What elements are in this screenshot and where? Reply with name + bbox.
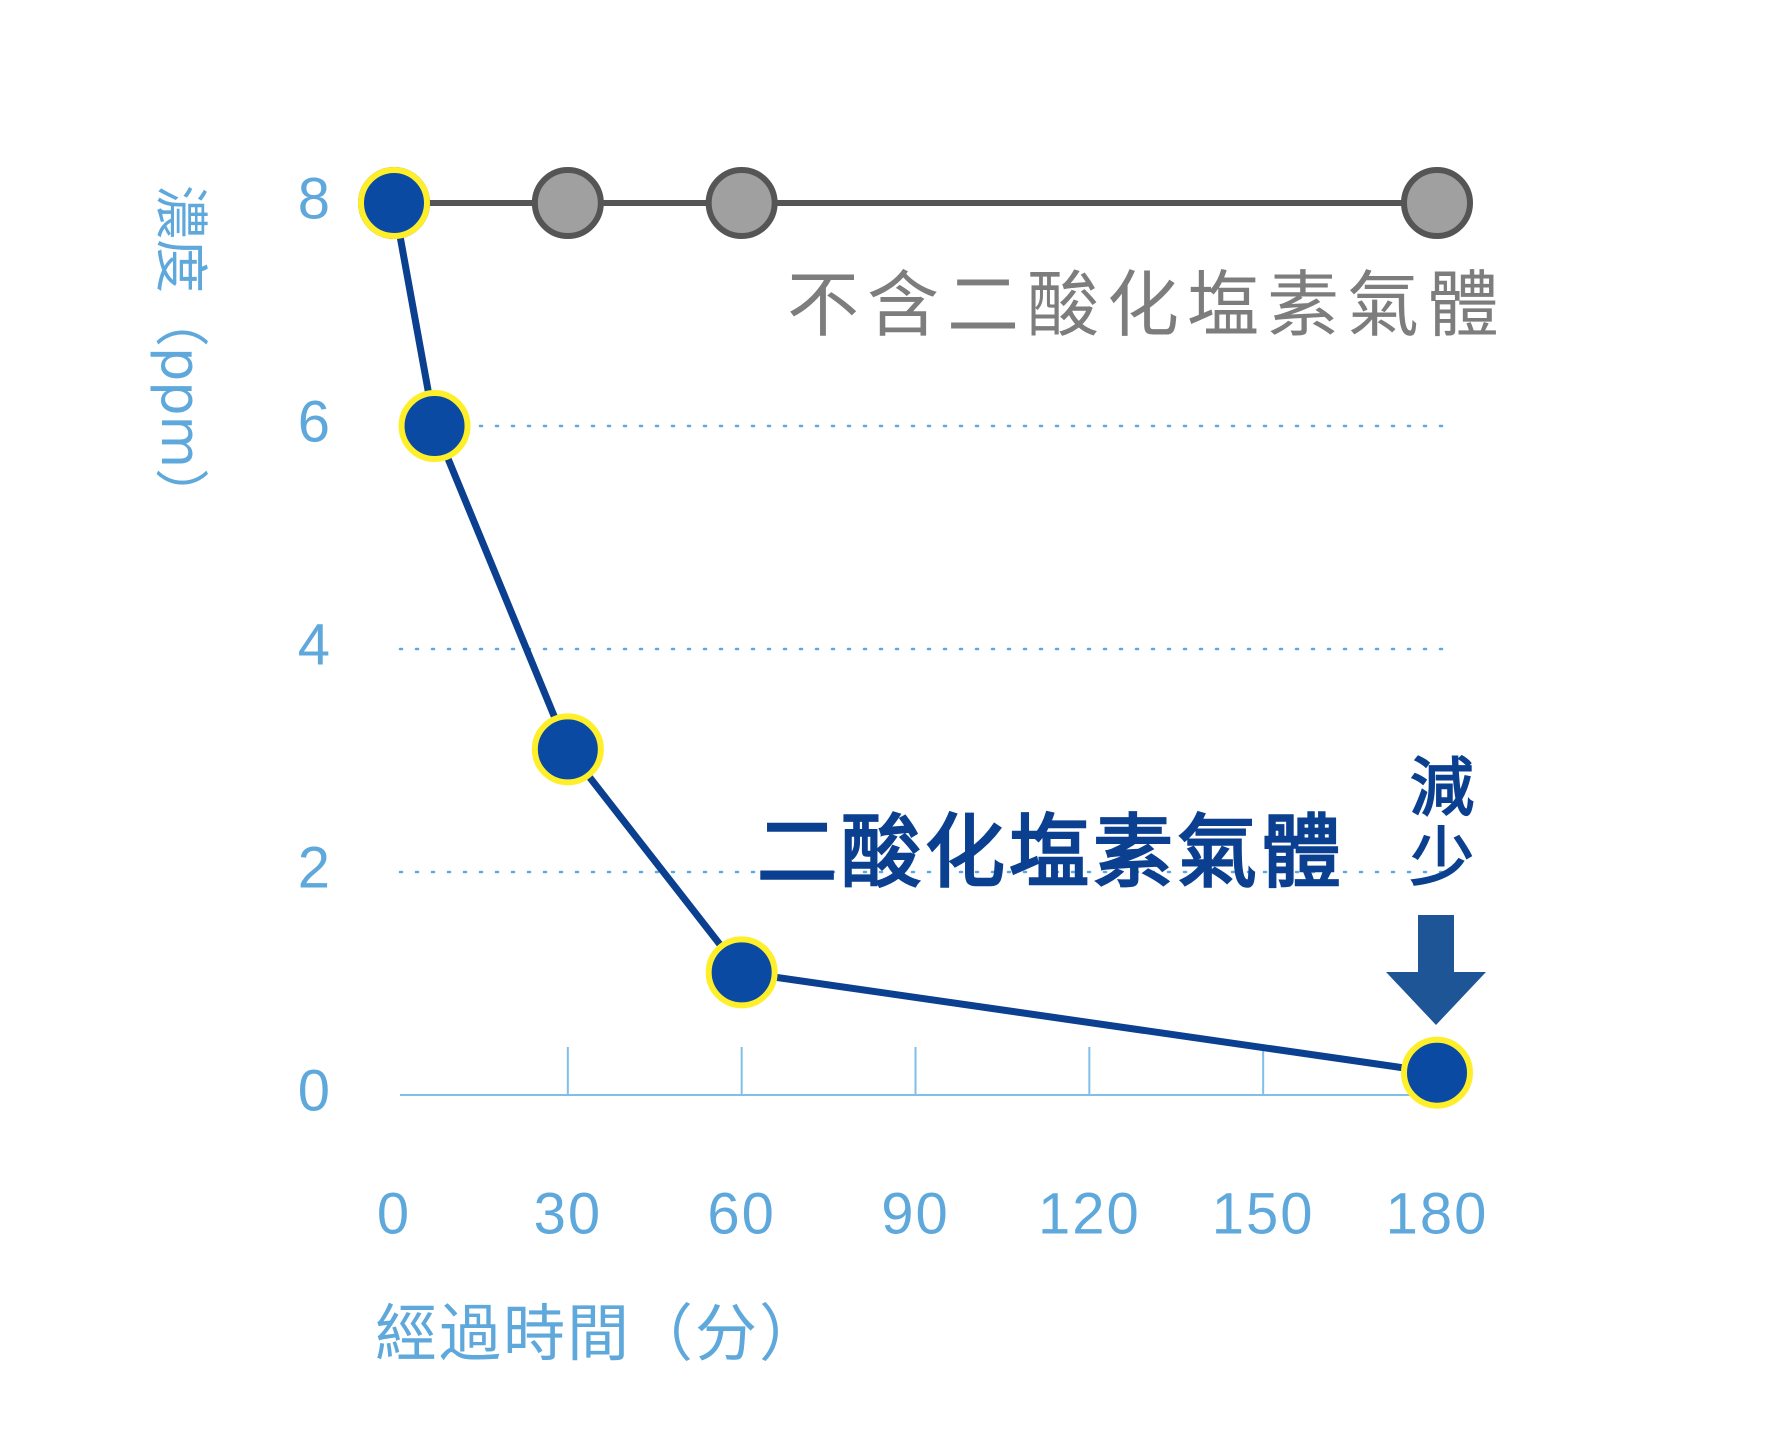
- data-point-1: [1401, 1036, 1473, 1109]
- x-tick-label: 120: [1038, 1181, 1141, 1246]
- down-arrow-icon: [1386, 915, 1486, 1025]
- y-tick-label: 6: [298, 389, 330, 454]
- x-tick-label: 0: [377, 1181, 411, 1246]
- y-tick-label: 4: [298, 612, 330, 677]
- x-tick-label: 180: [1386, 1181, 1489, 1246]
- data-point-0: [1401, 167, 1473, 239]
- annotation-reduce-1: 減: [1410, 752, 1474, 826]
- x-tick-label: 150: [1212, 1181, 1315, 1246]
- y-tick-label: 2: [298, 835, 330, 900]
- series-group: [358, 167, 1473, 1109]
- x-axis-title: 經過時間（分）: [375, 1300, 823, 1369]
- y-tick-label: 8: [298, 166, 330, 231]
- grid-lines: [398, 424, 1452, 874]
- series-label-control: 不含二酸化塩素氣體: [787, 263, 1507, 347]
- data-point-0: [705, 167, 778, 239]
- annotation-reduce-2: 少: [1410, 822, 1474, 896]
- data-point-1: [705, 936, 778, 1009]
- x-tick-label: 60: [707, 1181, 776, 1246]
- y-tick-label: 0: [298, 1058, 330, 1123]
- y-axis-title: 濃度（ppm）: [149, 185, 212, 522]
- series-label-treated: 二酸化塩素氣體: [757, 806, 1345, 899]
- data-point-1: [531, 713, 604, 786]
- y-axis-ticks: 0 2 4 6 8: [298, 166, 330, 1123]
- data-point-1: [398, 390, 471, 462]
- data-point-0: [531, 167, 604, 239]
- x-axis: [400, 1047, 1450, 1096]
- x-tick-label: 30: [534, 1181, 603, 1246]
- x-axis-ticks: 0 30 60 90 120 150 180: [377, 1181, 1489, 1246]
- x-tick-label: 90: [881, 1181, 950, 1246]
- data-point-1: [358, 167, 430, 239]
